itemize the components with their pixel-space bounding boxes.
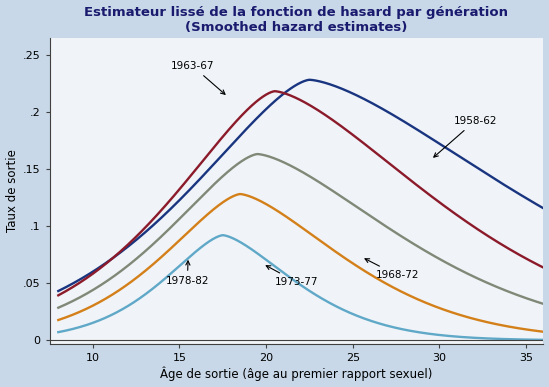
Text: 1973-77: 1973-77	[266, 265, 318, 287]
Text: 1958-62: 1958-62	[434, 116, 497, 157]
Y-axis label: Taux de sortie: Taux de sortie	[5, 149, 19, 232]
Text: 1963-67: 1963-67	[171, 61, 225, 94]
Title: Estimateur lissé de la fonction de hasard par génération
(Smoothed hazard estima: Estimateur lissé de la fonction de hasar…	[85, 5, 508, 34]
Text: 1968-72: 1968-72	[365, 259, 419, 280]
X-axis label: Âge de sortie (âge au premier rapport sexuel): Âge de sortie (âge au premier rapport se…	[160, 367, 433, 382]
Text: 1978-82: 1978-82	[166, 261, 209, 286]
